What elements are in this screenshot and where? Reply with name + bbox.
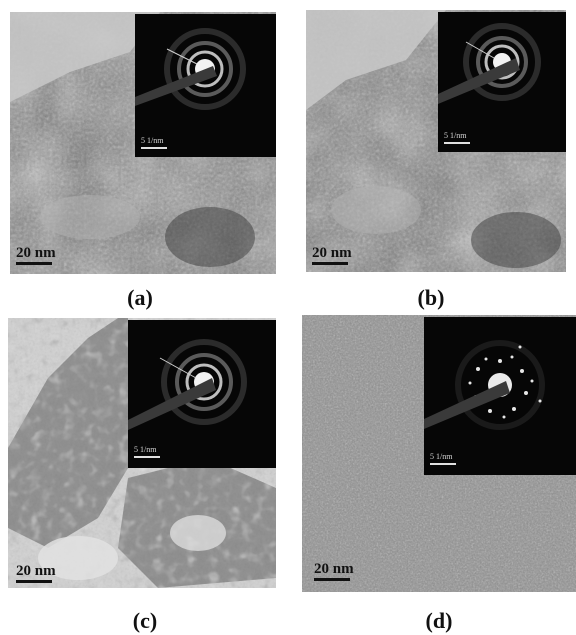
panel-caption-b: (b) <box>417 285 445 310</box>
scale-bar: 20 nm <box>314 562 354 581</box>
tem-panel-d: 5 1/nm 20 nm <box>302 315 576 592</box>
panel-caption-a: (a) <box>127 285 153 310</box>
saed-inset-d: 5 1/nm <box>424 317 576 475</box>
scale-bar: 20 nm <box>16 564 56 583</box>
saed-inset-a: 5 1/nm <box>135 14 276 157</box>
tem-panel-c: 5 1/nm 20 nm <box>8 318 276 588</box>
panel-caption-c: (c) <box>132 608 158 633</box>
scale-bar: 20 nm <box>312 246 352 265</box>
panel-caption-d: (d) <box>425 608 453 633</box>
inset-scale-label: 5 1/nm <box>430 453 456 465</box>
tem-panel-b: 5 1/nm 20 nm <box>306 10 566 272</box>
saed-inset-b: 5 1/nm <box>438 12 566 152</box>
scale-bar: 20 nm <box>16 246 56 265</box>
saed-inset-c: 5 1/nm <box>128 320 276 468</box>
inset-scale-label: 5 1/nm <box>134 446 160 458</box>
inset-scale-label: 5 1/nm <box>141 137 167 149</box>
inset-scale-label: 5 1/nm <box>444 132 470 144</box>
tem-panel-a: 5 1/nm 20 nm <box>10 12 276 274</box>
